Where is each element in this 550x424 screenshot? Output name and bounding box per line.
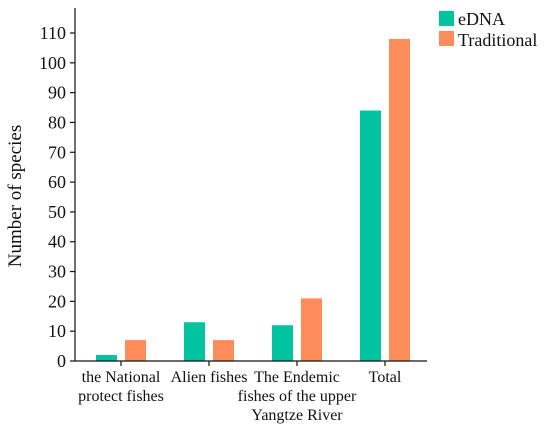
bar-edna-0 (96, 355, 117, 361)
y-tick-label: 60 (48, 172, 66, 192)
y-axis-label: Number of species (5, 125, 26, 267)
x-tick-label: fishes of the upper (238, 388, 357, 405)
bar-traditional-2 (301, 298, 322, 361)
x-tick-label: protect fishes (78, 388, 164, 405)
y-tick-label: 40 (48, 232, 66, 252)
x-axis-tick-labels: the National protect fishes Alien fishes Th… (78, 361, 402, 424)
legend-swatch-edna (439, 11, 454, 26)
bar-traditional-0 (125, 340, 146, 361)
y-tick-label: 0 (57, 351, 66, 371)
legend-label-edna: eDNA (458, 9, 505, 29)
y-tick-label: 10 (48, 321, 66, 341)
legend-label-traditional: Traditional (458, 30, 537, 50)
y-tick-label: 80 (48, 112, 66, 132)
x-tick-label: the National (82, 369, 161, 386)
bar-edna-2 (272, 325, 293, 361)
bar-traditional-3 (389, 38, 410, 362)
bar-edna-1 (184, 322, 205, 361)
bar-edna-3 (360, 110, 381, 361)
y-tick-label: 90 (48, 83, 66, 103)
x-tick-label: Yangtze River (251, 407, 343, 424)
y-tick-label: 70 (48, 142, 66, 162)
x-tick-label: Alien fishes (171, 369, 248, 386)
bar-traditional-1 (213, 340, 234, 361)
y-tick-label: 30 (48, 262, 66, 282)
legend: eDNA Traditional (439, 9, 537, 50)
legend-swatch-traditional (439, 31, 454, 46)
y-tick-label: 100 (39, 53, 66, 73)
y-tick-label: 110 (40, 23, 66, 43)
x-tick-label: The Endemic (254, 369, 340, 386)
x-tick-label: Total (369, 369, 402, 386)
bars (96, 38, 410, 362)
y-axis-ticks: 0 10 20 30 40 50 60 70 80 90 100 110 (39, 23, 75, 371)
y-tick-label: 20 (48, 291, 66, 311)
y-tick-label: 50 (48, 202, 66, 222)
